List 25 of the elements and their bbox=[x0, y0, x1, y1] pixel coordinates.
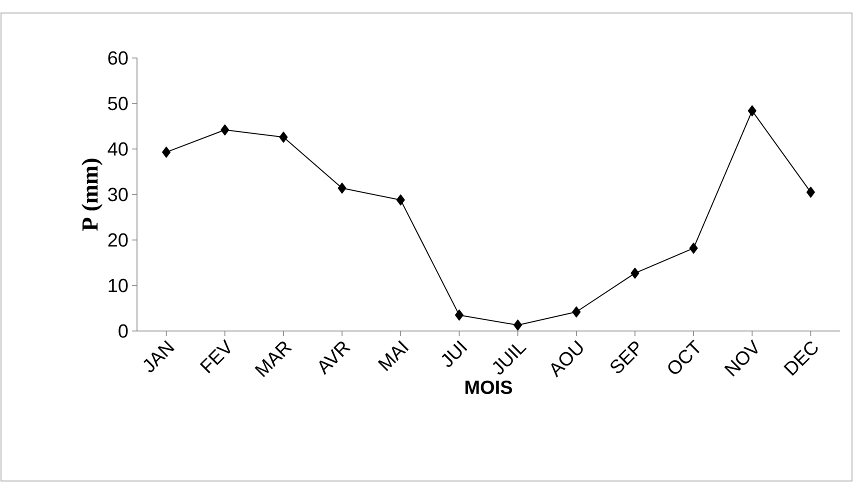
x-tick-label: JUIL bbox=[492, 344, 527, 374]
y-tick-label: 10 bbox=[108, 278, 128, 292]
point bbox=[689, 242, 698, 254]
y-tick-label: 0 bbox=[118, 324, 128, 338]
point bbox=[572, 306, 581, 318]
y-tick-label: 30 bbox=[108, 188, 128, 202]
x-axis-title: MOIS bbox=[465, 380, 512, 394]
point bbox=[514, 320, 522, 331]
x-tick-label: JUI bbox=[442, 340, 468, 367]
point bbox=[338, 182, 346, 194]
point bbox=[220, 124, 230, 136]
x-tick-label: MAI bbox=[378, 340, 409, 372]
point bbox=[748, 105, 756, 116]
y-tick-label: 20 bbox=[108, 233, 128, 247]
point bbox=[279, 132, 288, 143]
point bbox=[454, 310, 464, 321]
point bbox=[806, 186, 815, 198]
y-tick-label: 50 bbox=[108, 96, 128, 110]
y-tick-label: 40 bbox=[108, 142, 128, 156]
point bbox=[630, 268, 640, 279]
point bbox=[396, 194, 405, 206]
y-axis-title: P (mm) bbox=[82, 158, 102, 231]
y-tick-label: 60 bbox=[108, 51, 128, 65]
x-tick-label: SEP bbox=[610, 342, 638, 374]
point bbox=[162, 146, 171, 158]
